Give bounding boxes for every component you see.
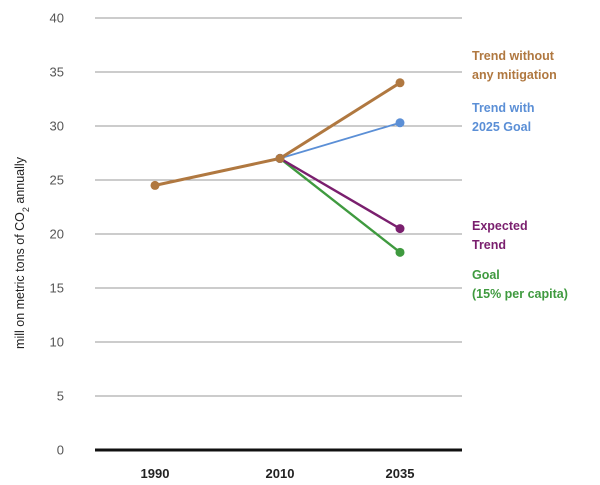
y-tick-15: 15 — [50, 281, 64, 296]
point-trend-without-any-mitigation-1990 — [151, 181, 160, 190]
x-tick-labels: 1990 2010 2035 — [141, 466, 415, 481]
y-tick-0: 0 — [57, 443, 64, 458]
series-label-goal-15-per-capita: Goal (15% per capita) — [472, 268, 568, 301]
point-trend-with-2025-goal-2035 — [396, 118, 405, 127]
point-trend-without-any-mitigation-2035 — [396, 78, 405, 87]
y-tick-5: 5 — [57, 389, 64, 404]
gridlines — [95, 18, 462, 450]
y-axis-label: mill on metric tons of CO2 annually — [13, 156, 31, 349]
series-line-expected-trend — [280, 158, 400, 228]
y-tick-10: 10 — [50, 335, 64, 350]
y-tick-labels: 0 5 10 15 20 25 30 35 40 — [50, 11, 64, 458]
series-line-trend-with-2025-goal — [280, 123, 400, 159]
series-lines — [155, 83, 400, 253]
x-tick-2035: 2035 — [386, 466, 415, 481]
point-trend-without-any-mitigation-2010 — [276, 154, 285, 163]
y-tick-35: 35 — [50, 65, 64, 80]
y-tick-25: 25 — [50, 173, 64, 188]
point-expected-trend-2035 — [396, 224, 405, 233]
series-label-expected-trend: Expected Trend — [472, 219, 528, 252]
y-tick-20: 20 — [50, 227, 64, 242]
series-line-goal-15-per-capita — [280, 158, 400, 252]
x-tick-1990: 1990 — [141, 466, 170, 481]
series-label-trend-with-2025-goal: Trend with 2025 Goal — [472, 101, 535, 134]
y-tick-30: 30 — [50, 119, 64, 134]
point-goal-15-per-capita-2035 — [396, 248, 405, 257]
x-tick-2010: 2010 — [266, 466, 295, 481]
y-tick-40: 40 — [50, 11, 64, 26]
series-labels: Trend without any mitigation Trend with 202… — [472, 49, 568, 301]
series-label-trend-without-any-mitigation: Trend without any mitigation — [472, 49, 557, 82]
